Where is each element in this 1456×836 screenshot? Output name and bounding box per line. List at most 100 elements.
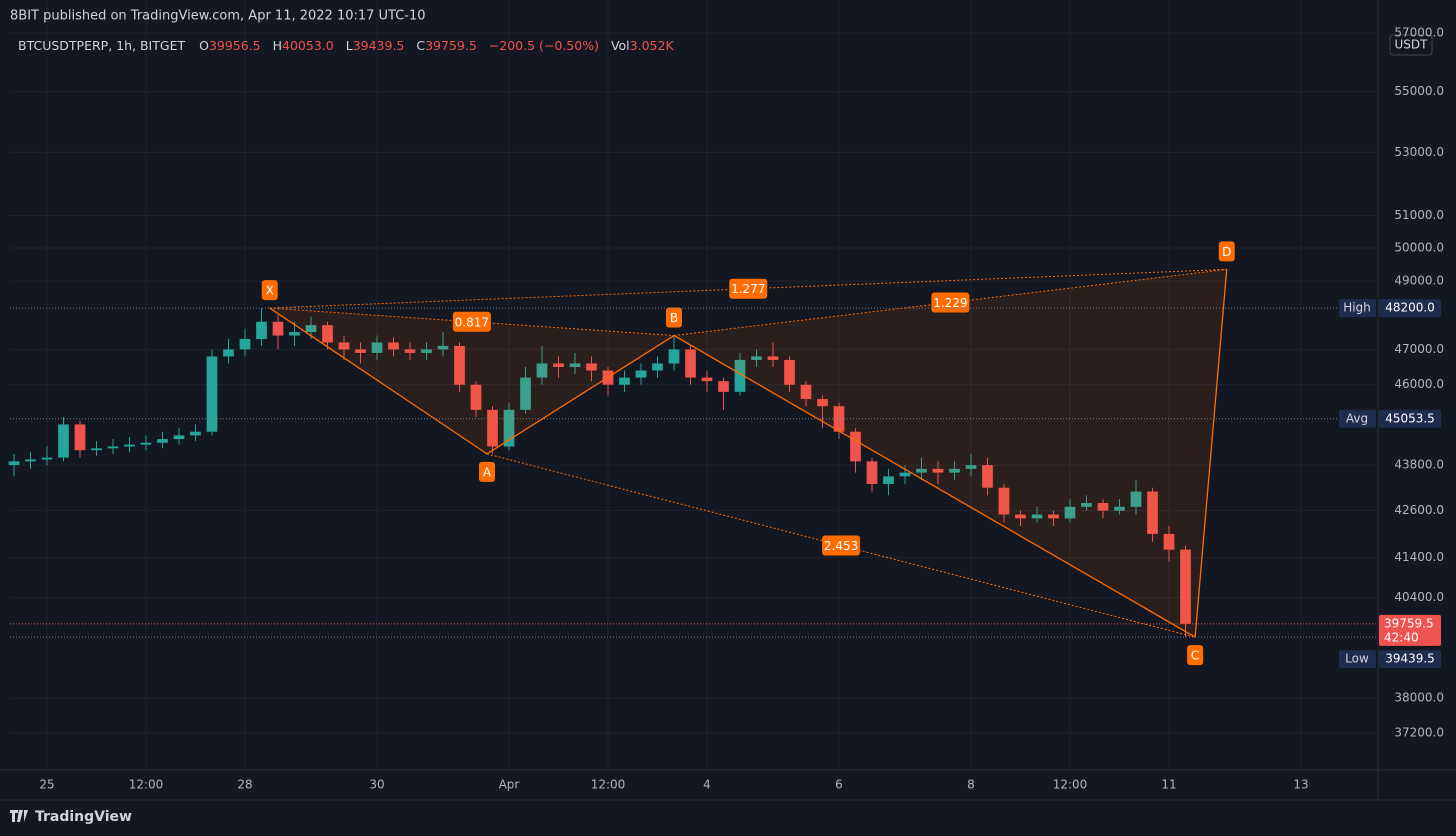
point-box bbox=[665, 307, 682, 328]
candle-body bbox=[652, 363, 663, 371]
low: 39439.5 bbox=[353, 38, 405, 53]
y-tick-label: 55000.0 bbox=[1394, 84, 1444, 98]
point-label: D bbox=[1222, 245, 1231, 259]
candle-body bbox=[916, 468, 927, 473]
y-tick-label: 40400.0 bbox=[1394, 590, 1444, 604]
name-tag-label: Avg bbox=[1346, 411, 1368, 425]
candle-body bbox=[751, 356, 762, 360]
candle-body bbox=[289, 332, 300, 336]
y-tick-label: 43800.0 bbox=[1394, 458, 1444, 472]
candle-body bbox=[437, 345, 449, 350]
name-tag bbox=[1339, 299, 1376, 318]
x-tick-label: 4 bbox=[703, 778, 711, 792]
value-tag-label: 39439.5 bbox=[1385, 652, 1435, 666]
candle-body bbox=[1015, 514, 1026, 519]
ratio-box bbox=[452, 311, 491, 332]
last-price-label: 39759.5 bbox=[1384, 616, 1434, 630]
candle-body bbox=[734, 359, 746, 392]
pattern-fill bbox=[673, 269, 1227, 638]
y-tick-label: 51000.0 bbox=[1394, 208, 1444, 222]
y-tick-label: 53000.0 bbox=[1394, 145, 1444, 159]
logo bbox=[10, 810, 28, 822]
ratio-label: 1.229 bbox=[933, 296, 967, 310]
candle-body bbox=[256, 321, 267, 339]
open: 39956.5 bbox=[209, 38, 261, 53]
candle-body bbox=[569, 363, 581, 367]
volume: 3.052K bbox=[630, 38, 675, 53]
currency-box[interactable] bbox=[1389, 34, 1433, 56]
candle-body bbox=[107, 446, 119, 449]
candle-body bbox=[206, 356, 218, 432]
ratio-label: 1.277 bbox=[731, 282, 765, 296]
value-tag bbox=[1379, 299, 1441, 318]
candle-body bbox=[272, 321, 284, 336]
candle-body bbox=[173, 435, 185, 440]
ratio-label: 0.817 bbox=[455, 315, 489, 329]
point-box bbox=[261, 280, 278, 301]
candle-body bbox=[718, 381, 729, 392]
y-tick-label: 41400.0 bbox=[1394, 550, 1444, 564]
candle-body bbox=[553, 363, 564, 367]
close: 39759.5 bbox=[425, 38, 477, 53]
candle-body bbox=[800, 384, 812, 400]
candle-body bbox=[685, 349, 696, 378]
name-tag bbox=[1339, 409, 1376, 428]
y-tick-label: 57000.0 bbox=[1394, 26, 1444, 40]
candle-body bbox=[635, 370, 647, 378]
candle-body bbox=[1097, 502, 1109, 511]
candle-body bbox=[965, 465, 977, 469]
y-tick-label: 38000.0 bbox=[1394, 691, 1444, 705]
x-tick-label: Apr bbox=[499, 778, 520, 792]
name-tag bbox=[1339, 650, 1376, 669]
candle-body bbox=[850, 431, 861, 462]
candle-body bbox=[701, 377, 713, 382]
vol-label: Vol bbox=[611, 38, 630, 53]
candle-body bbox=[619, 377, 630, 385]
candle-body bbox=[190, 431, 201, 436]
candle-body bbox=[58, 424, 69, 458]
x-tick-label: 11 bbox=[1161, 778, 1176, 792]
candle-body bbox=[1048, 514, 1059, 519]
countdown: 42:40 bbox=[1384, 630, 1419, 644]
ratio-box bbox=[729, 278, 768, 299]
candle-body bbox=[982, 465, 993, 488]
h-label: H bbox=[273, 38, 282, 53]
value-tag-label: 45053.5 bbox=[1385, 411, 1435, 425]
candle-body bbox=[998, 487, 1010, 515]
value-tag-label: 48200.0 bbox=[1385, 301, 1435, 315]
x-tick-label: 28 bbox=[237, 778, 252, 792]
point-label: X bbox=[266, 284, 274, 298]
candle-body bbox=[355, 349, 366, 353]
o-label: O bbox=[199, 38, 209, 53]
currency: USDT bbox=[1395, 38, 1429, 52]
candle-body bbox=[817, 399, 828, 407]
candle-body bbox=[91, 448, 102, 451]
candle-body bbox=[470, 384, 482, 410]
last-price-tag bbox=[1379, 614, 1441, 646]
candle-body bbox=[1147, 491, 1158, 534]
candle-body bbox=[404, 349, 416, 353]
candle-body bbox=[157, 439, 168, 443]
x-tick-label: 30 bbox=[369, 778, 384, 792]
plot: 0.817 1.277 1.229 2.453 X A B C D bbox=[8, 241, 1378, 666]
candle-body bbox=[932, 468, 944, 473]
grid bbox=[10, 0, 1378, 770]
candle-body bbox=[1114, 506, 1125, 511]
candle-body bbox=[371, 342, 383, 353]
candle-body bbox=[520, 377, 531, 410]
candle-body bbox=[503, 409, 515, 447]
publisher: 8BIT published on TradingView.com, Apr 1… bbox=[10, 9, 426, 24]
candle-body bbox=[1064, 506, 1076, 519]
candle-body bbox=[454, 345, 465, 385]
x-tick-label: 12:00 bbox=[1053, 778, 1088, 792]
x-tick-label: 6 bbox=[835, 778, 843, 792]
symbol: BTCUSDTPERP, 1h, BITGET bbox=[18, 38, 185, 53]
candle-body bbox=[1031, 514, 1043, 519]
candle-body bbox=[784, 359, 795, 385]
point-box bbox=[1187, 645, 1204, 666]
point-label: A bbox=[483, 465, 492, 479]
candle-body bbox=[899, 472, 911, 477]
candle-body bbox=[1163, 533, 1175, 550]
